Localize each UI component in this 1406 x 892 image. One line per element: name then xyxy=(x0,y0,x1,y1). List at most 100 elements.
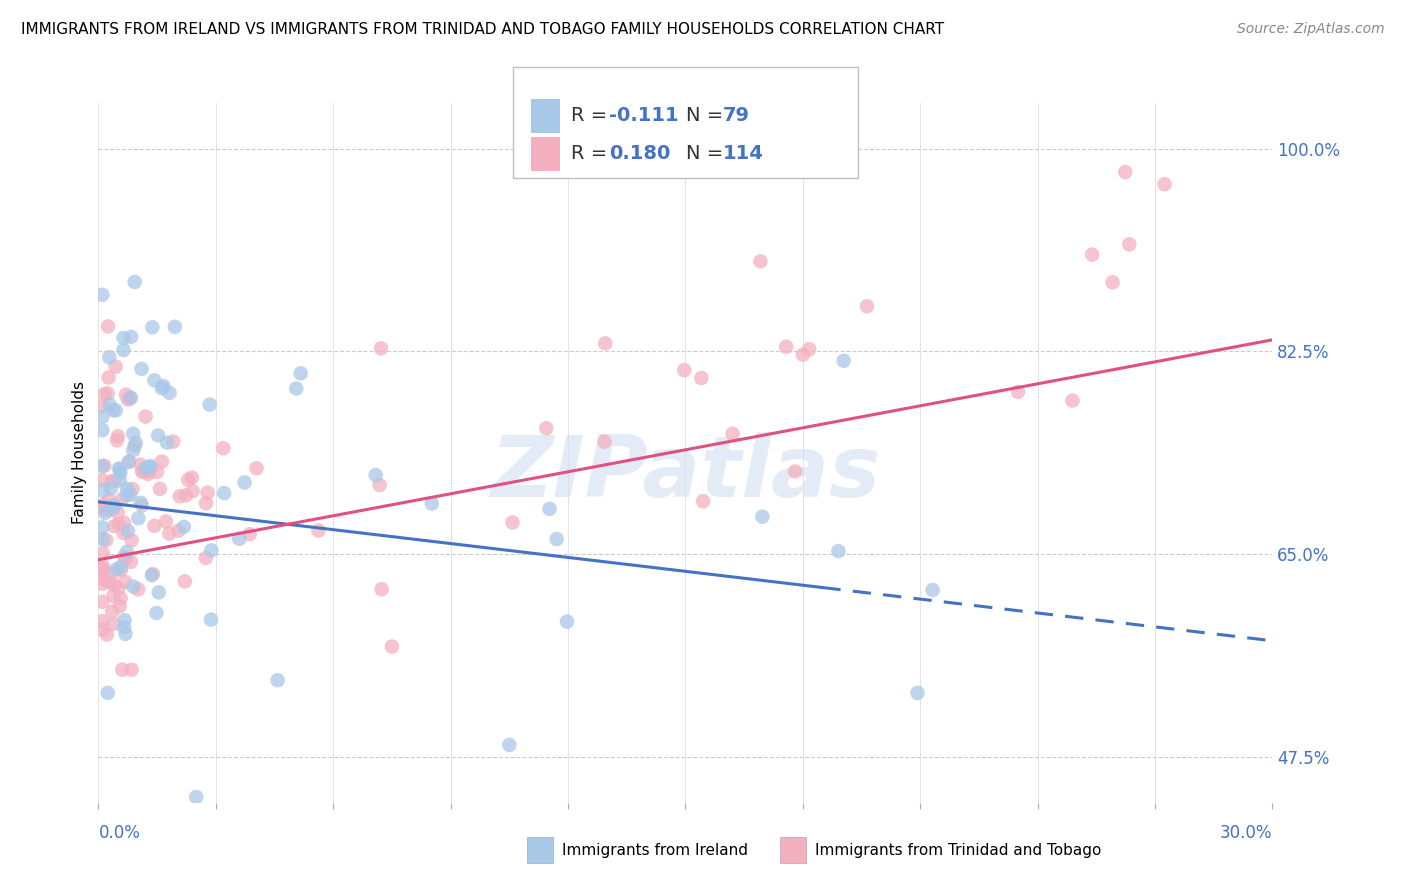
Point xyxy=(115,387,138,401)
Point xyxy=(785,464,807,478)
Point xyxy=(103,617,125,632)
Point xyxy=(93,387,115,401)
Point xyxy=(501,516,523,530)
Point xyxy=(94,502,117,516)
Point xyxy=(91,399,114,413)
Point xyxy=(1114,165,1136,179)
Point xyxy=(91,409,114,424)
Point xyxy=(96,533,118,547)
Point xyxy=(108,461,131,475)
Point xyxy=(112,343,135,357)
Point xyxy=(233,475,256,490)
Point xyxy=(555,615,578,629)
Point xyxy=(100,475,122,489)
Point xyxy=(546,532,568,546)
Text: Immigrants from Trinidad and Tobago: Immigrants from Trinidad and Tobago xyxy=(815,843,1102,857)
Point xyxy=(117,524,139,538)
Point xyxy=(136,467,159,481)
Point xyxy=(101,566,124,581)
Point xyxy=(138,460,160,475)
Point xyxy=(174,488,197,502)
Point xyxy=(141,320,163,334)
Point xyxy=(832,353,855,368)
Text: N =: N = xyxy=(686,145,730,163)
Point xyxy=(107,506,129,520)
Point xyxy=(1007,384,1029,399)
Point xyxy=(673,363,696,377)
Text: 0.180: 0.180 xyxy=(609,145,671,163)
Point xyxy=(118,454,141,468)
Point xyxy=(100,503,122,517)
Point xyxy=(114,627,136,641)
Point xyxy=(146,428,169,442)
Point xyxy=(120,488,142,502)
Point xyxy=(198,398,221,412)
Point xyxy=(91,458,114,473)
Point xyxy=(132,464,155,478)
Point xyxy=(124,439,146,453)
Point xyxy=(103,500,125,515)
Point xyxy=(91,561,114,575)
Point xyxy=(98,351,121,365)
Point xyxy=(538,501,561,516)
Point xyxy=(285,382,308,396)
Point xyxy=(827,544,849,558)
Point xyxy=(245,461,267,475)
Point xyxy=(593,336,616,351)
Point xyxy=(200,543,222,558)
Point xyxy=(751,509,773,524)
Point xyxy=(91,423,114,437)
Point xyxy=(108,474,131,488)
Point xyxy=(91,287,114,301)
Point xyxy=(194,551,217,566)
Text: N =: N = xyxy=(686,106,730,126)
Point xyxy=(101,605,124,619)
Point xyxy=(97,319,120,334)
Point xyxy=(1153,177,1175,191)
Point xyxy=(111,663,134,677)
Point xyxy=(107,517,129,532)
Point xyxy=(159,386,181,401)
Point xyxy=(98,493,121,508)
Point xyxy=(107,429,129,443)
Point xyxy=(228,532,250,546)
Point xyxy=(112,620,135,634)
Point xyxy=(143,519,166,533)
Text: IMMIGRANTS FROM IRELAND VS IMMIGRANTS FROM TRINIDAD AND TOBAGO FAMILY HOUSEHOLDS: IMMIGRANTS FROM IRELAND VS IMMIGRANTS FR… xyxy=(21,22,945,37)
Point xyxy=(108,462,131,476)
Text: 0.0%: 0.0% xyxy=(98,823,141,842)
Point xyxy=(186,790,208,805)
Point xyxy=(125,436,148,450)
Point xyxy=(93,497,115,511)
Point xyxy=(98,398,121,412)
Point xyxy=(146,465,169,479)
Point xyxy=(122,426,145,441)
Point xyxy=(856,299,879,313)
Point xyxy=(155,515,177,529)
Point xyxy=(120,392,142,406)
Point xyxy=(307,524,329,538)
Point xyxy=(115,545,138,559)
Point xyxy=(114,574,136,589)
Point xyxy=(91,561,114,575)
Point xyxy=(104,359,127,374)
Text: 114: 114 xyxy=(723,145,763,163)
Point xyxy=(121,482,143,496)
Point xyxy=(775,340,797,354)
Point xyxy=(799,343,821,357)
Point xyxy=(110,591,132,606)
Point xyxy=(135,409,157,424)
Point xyxy=(91,576,114,591)
Point xyxy=(129,496,152,510)
Point xyxy=(1062,393,1084,408)
Point xyxy=(108,599,131,613)
Point xyxy=(96,627,118,641)
Point xyxy=(120,330,142,344)
Point xyxy=(136,465,159,479)
Text: -0.111: -0.111 xyxy=(609,106,679,126)
Point xyxy=(100,482,122,496)
Point xyxy=(117,392,139,407)
Point xyxy=(120,391,142,405)
Point xyxy=(156,435,179,450)
Point xyxy=(593,434,616,449)
